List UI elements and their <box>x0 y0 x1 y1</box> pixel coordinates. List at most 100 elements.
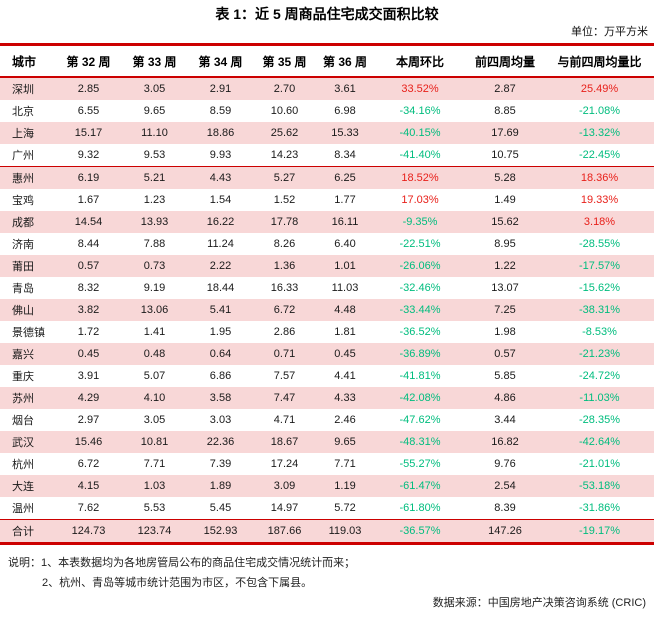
value-cell: 25.62 <box>270 127 299 139</box>
value-cell: 3.58 <box>209 392 232 404</box>
percent-cell: 25.49% <box>580 83 619 95</box>
table-row: 杭州 6.72 7.71 7.39 17.24 7.71 -55.27% 9.76 -21.01… <box>0 453 654 475</box>
table-row: 温州 7.62 5.53 5.45 14.97 5.72 -61.80% 8.39 -31.86… <box>0 497 654 520</box>
value-cell: 0.48 <box>143 348 166 360</box>
value-cell: 4.43 <box>209 172 232 184</box>
value-cell: 4.10 <box>143 392 166 404</box>
value-cell: 8.44 <box>77 238 100 250</box>
value-cell: 0.45 <box>334 348 356 360</box>
table-row: 宝鸡 1.67 1.23 1.54 1.52 1.77 17.03% 1.49 19.33% <box>0 189 654 211</box>
percent-cell: -41.81% <box>399 370 441 382</box>
value-cell: 9.32 <box>55 144 122 167</box>
value-cell: 15.46 <box>74 436 103 448</box>
value-cell: 0.45 <box>77 348 100 360</box>
percent-cell: -32.46% <box>399 282 441 294</box>
percent-cell: -11.03% <box>579 392 620 404</box>
city-cell: 济南 <box>12 239 34 251</box>
table-row: 深圳 2.85 3.05 2.91 2.70 3.61 33.52% 2.87 25.49% <box>0 77 654 100</box>
value-cell: 18.67 <box>270 436 299 448</box>
value-cell: 0.57 <box>77 260 100 272</box>
percent-cell: -53.18% <box>579 480 620 492</box>
city-cell: 嘉兴 <box>12 349 34 361</box>
value-cell: 0.71 <box>273 348 296 360</box>
percent-cell: -36.57% <box>375 519 465 544</box>
value-cell: 1.03 <box>143 480 166 492</box>
value-cell: 11.10 <box>141 127 168 139</box>
value-cell: 2.97 <box>77 414 100 426</box>
data-source: 数据来源：中国房地产决策咨询系统 (CRIC) <box>432 597 646 609</box>
value-cell: 8.26 <box>273 238 296 250</box>
table-row: 成都 14.54 13.93 16.22 17.78 16.11 -9.35% 15.62 3.… <box>0 211 654 233</box>
value-cell: 4.48 <box>334 304 356 316</box>
percent-cell: 18.52% <box>401 172 439 184</box>
value-cell: 13.93 <box>140 216 169 228</box>
value-cell: 9.53 <box>122 144 187 167</box>
percent-cell: 18.36% <box>580 172 619 184</box>
value-cell: 2.54 <box>494 480 516 492</box>
value-cell: 7.71 <box>334 458 356 470</box>
value-cell: 7.62 <box>77 502 100 514</box>
header-row: 城市第 32 周第 33 周第 34 周第 35 周第 36 周本周环比 前四周均… <box>0 44 654 78</box>
value-cell: 2.91 <box>209 83 232 95</box>
value-cell: 5.21 <box>143 172 166 184</box>
value-cell: 152.93 <box>187 519 254 544</box>
value-cell: 1.36 <box>273 260 296 272</box>
table-header: 城市第 32 周第 33 周第 34 周第 35 周第 36 周本周环比 前四周均… <box>0 44 654 78</box>
city-cell: 深圳 <box>12 84 34 96</box>
percent-cell: -42.64% <box>579 436 620 448</box>
value-cell: 18.86 <box>206 127 235 139</box>
page-title: 表 1：近 5 周商品住宅成交面积比较 <box>215 6 439 22</box>
percent-cell: -42.08% <box>399 392 441 404</box>
value-cell: 17.24 <box>270 458 299 470</box>
value-cell: 8.32 <box>77 282 100 294</box>
value-cell: 1.49 <box>494 194 516 206</box>
city-cell: 杭州 <box>12 459 34 471</box>
value-cell: 4.86 <box>494 392 516 404</box>
value-cell: 9.65 <box>334 436 356 448</box>
value-cell: 6.25 <box>334 172 356 184</box>
total-row: 合计 124.73 123.74 152.93 187.66 119.03 -36.57% 1… <box>0 519 654 544</box>
column-header: 前四周均量 <box>465 44 545 78</box>
percent-cell: -38.31% <box>579 304 620 316</box>
value-cell: 4.33 <box>334 392 356 404</box>
value-cell: 124.73 <box>55 519 122 544</box>
table-row: 嘉兴 0.45 0.48 0.64 0.71 0.45 -36.89% 0.57 -21.23% <box>0 343 654 365</box>
percent-cell: -36.89% <box>399 348 441 360</box>
table-row: 北京 6.55 9.65 8.59 10.60 6.98 -34.16% 8.85 -21.08… <box>0 100 654 122</box>
city-cell: 上海 <box>12 128 34 140</box>
value-cell: 123.74 <box>122 519 187 544</box>
value-cell: 14.23 <box>254 144 315 167</box>
value-cell: 10.60 <box>270 105 299 117</box>
value-cell: 14.54 <box>74 216 103 228</box>
percent-cell: -28.35% <box>579 414 620 426</box>
column-header: 与前四周均量比 <box>545 44 654 78</box>
value-cell: 9.65 <box>143 105 166 117</box>
value-cell: 5.07 <box>143 370 166 382</box>
value-cell: 6.72 <box>77 458 100 470</box>
percent-cell: -31.86% <box>579 502 620 514</box>
column-header: 第 36 周 <box>315 44 375 78</box>
city-cell: 惠州 <box>12 173 34 185</box>
percent-cell: 3.18% <box>583 216 616 228</box>
city-cell: 武汉 <box>12 437 34 449</box>
percent-cell: 19.33% <box>580 194 619 206</box>
value-cell: 16.82 <box>491 436 519 448</box>
value-cell: 6.19 <box>77 172 100 184</box>
value-cell: 2.86 <box>273 326 296 338</box>
value-cell: 3.09 <box>273 480 296 492</box>
value-cell: 2.87 <box>494 83 516 95</box>
percent-cell: -55.27% <box>399 458 441 470</box>
city-cell: 景德镇 <box>12 327 45 339</box>
value-cell: 5.27 <box>273 172 296 184</box>
value-cell: 5.28 <box>494 172 516 184</box>
value-cell: 1.81 <box>334 326 356 338</box>
value-cell: 2.46 <box>334 414 356 426</box>
value-cell: 8.59 <box>209 105 232 117</box>
city-cell: 成都 <box>12 217 34 229</box>
value-cell: 0.73 <box>143 260 166 272</box>
percent-cell: -17.57% <box>579 260 620 272</box>
value-cell: 0.57 <box>494 348 516 360</box>
city-cell: 广州 <box>0 144 55 167</box>
value-cell: 7.88 <box>143 238 166 250</box>
